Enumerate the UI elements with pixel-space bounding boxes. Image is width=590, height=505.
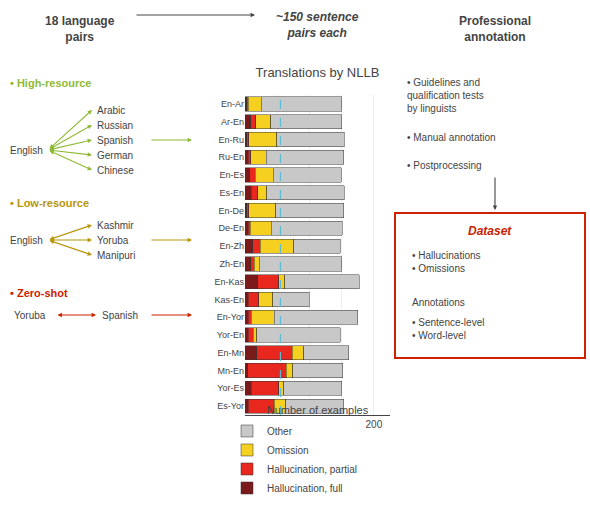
- svg-text:• Guidelines andqualification: • Guidelines andqualification testsby li…: [407, 77, 484, 114]
- svg-text:Chinese: Chinese: [97, 165, 134, 176]
- svg-text:Kas-En: Kas-En: [214, 295, 244, 305]
- svg-text:• Low-resource: • Low-resource: [10, 197, 89, 209]
- svg-text:Yor-En: Yor-En: [217, 330, 244, 340]
- svg-text:Annotations: Annotations: [412, 297, 465, 308]
- svg-text:En-Ar: En-Ar: [221, 99, 244, 109]
- svg-text:Ru-En: Ru-En: [218, 152, 244, 162]
- svg-text:18 languagepairs: 18 languagepairs: [45, 14, 115, 44]
- svg-text:Russian: Russian: [97, 120, 133, 131]
- svg-text:Arabic: Arabic: [97, 105, 125, 116]
- svg-text:• Sentence-level• Word-level: • Sentence-level• Word-level: [412, 317, 484, 341]
- svg-text:~150 sentencepairs each: ~150 sentencepairs each: [276, 10, 359, 40]
- svg-text:Other: Other: [267, 426, 293, 437]
- svg-text:• High-resource: • High-resource: [10, 77, 91, 89]
- svg-text:• Postprocessing: • Postprocessing: [407, 160, 482, 171]
- svg-text:Es-Yor: Es-Yor: [217, 401, 244, 411]
- svg-text:Number of examples: Number of examples: [267, 404, 369, 416]
- svg-text:• Manual annotation: • Manual annotation: [407, 132, 496, 143]
- svg-text:• Zero-shot: • Zero-shot: [10, 287, 68, 299]
- svg-text:Yor-Es: Yor-Es: [217, 383, 244, 393]
- svg-text:Zh-En: Zh-En: [219, 259, 244, 269]
- svg-text:German: German: [97, 150, 133, 161]
- svg-text:Translations by NLLB: Translations by NLLB: [256, 65, 380, 80]
- svg-text:Ar-En: Ar-En: [221, 117, 244, 127]
- svg-text:En-Mn: En-Mn: [217, 348, 244, 358]
- svg-text:Yoruba: Yoruba: [14, 310, 46, 321]
- svg-text:Kashmir: Kashmir: [97, 220, 134, 231]
- svg-text:Dataset: Dataset: [468, 224, 512, 238]
- svg-text:Professionalannotation: Professionalannotation: [459, 14, 531, 44]
- svg-text:En-Zh: En-Zh: [219, 241, 244, 251]
- svg-text:En-De: En-De: [218, 206, 244, 216]
- svg-text:Spanish: Spanish: [97, 135, 133, 146]
- svg-text:English: English: [10, 235, 43, 246]
- svg-text:En-Ru: En-Ru: [218, 135, 244, 145]
- svg-text:Spanish: Spanish: [102, 310, 138, 321]
- svg-text:En-Es: En-Es: [219, 170, 244, 180]
- svg-text:Manipuri: Manipuri: [97, 250, 135, 261]
- svg-text:Hallucination, full: Hallucination, full: [267, 483, 343, 494]
- svg-text:Mn-En: Mn-En: [217, 366, 244, 376]
- svg-text:Hallucination, partial: Hallucination, partial: [267, 464, 357, 475]
- svg-text:Es-En: Es-En: [219, 188, 244, 198]
- svg-text:200: 200: [366, 419, 383, 430]
- svg-text:De-En: De-En: [218, 223, 244, 233]
- svg-text:En-Yor: En-Yor: [217, 312, 244, 322]
- svg-text:• Hallucinations• Omissions: • Hallucinations• Omissions: [412, 250, 481, 274]
- svg-text:Yoruba: Yoruba: [97, 235, 129, 246]
- svg-text:Omission: Omission: [267, 445, 309, 456]
- svg-text:En-Kas: En-Kas: [214, 277, 244, 287]
- svg-text:English: English: [10, 145, 43, 156]
